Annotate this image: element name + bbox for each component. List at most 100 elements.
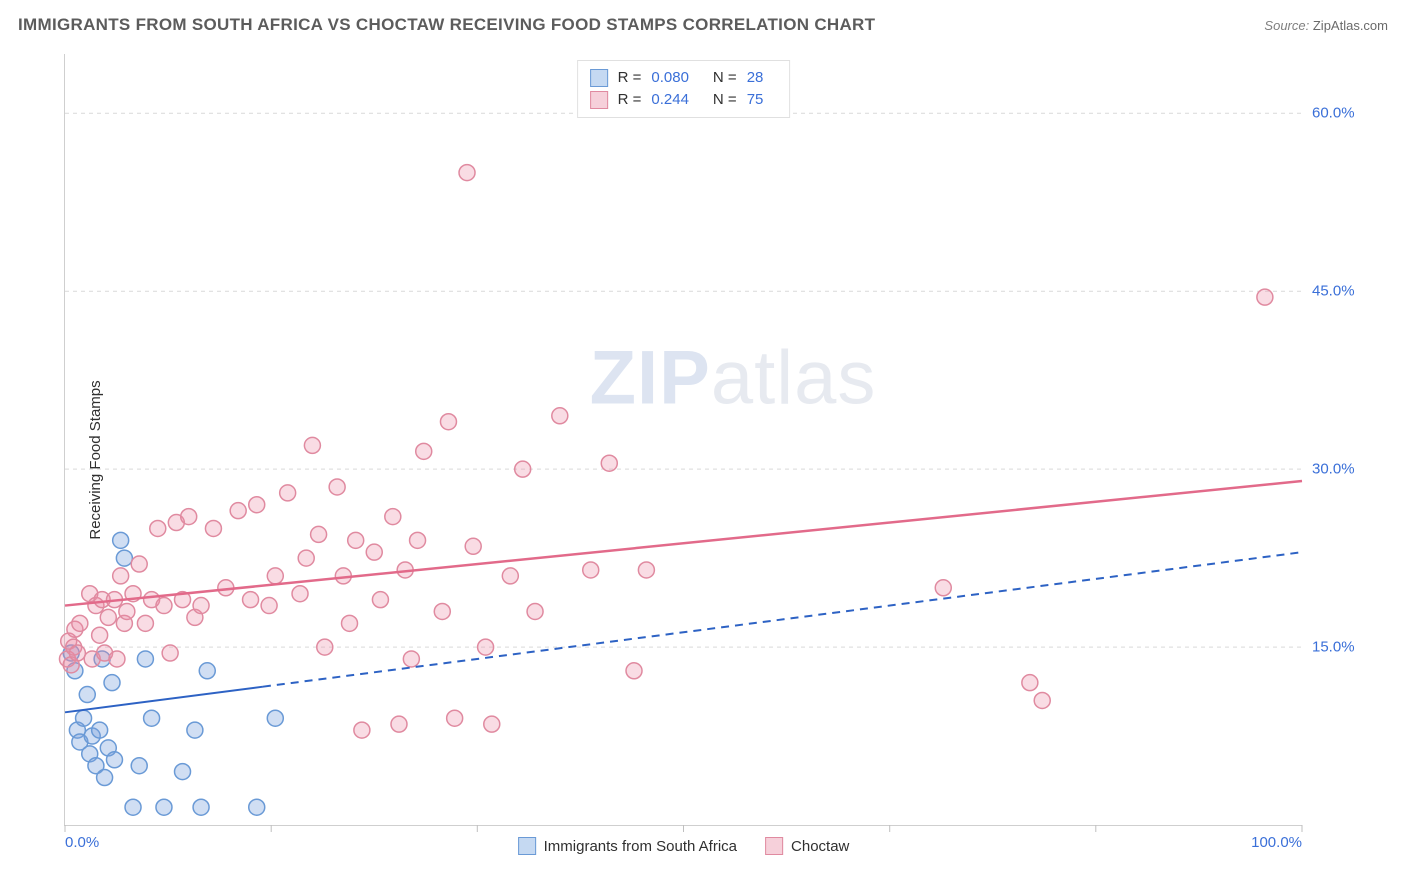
data-point [638,562,654,578]
data-point [156,598,172,614]
source-value: ZipAtlas.com [1313,18,1388,33]
data-point [150,520,166,536]
legend-r-value: 0.080 [651,67,689,89]
data-point [329,479,345,495]
data-point [385,509,401,525]
data-point [156,799,172,815]
series-legend-label: Choctaw [791,838,849,855]
series-legend-item: Immigrants from South Africa [518,837,737,855]
y-tick-label: 60.0% [1312,105,1382,122]
data-point [304,437,320,453]
data-point [79,687,95,703]
data-point [434,603,450,619]
data-point [175,764,191,780]
data-point [1034,692,1050,708]
x-tick-label: 100.0% [1251,834,1302,851]
series-legend-label: Immigrants from South Africa [544,838,737,855]
data-point [317,639,333,655]
y-tick-label: 45.0% [1312,283,1382,300]
data-point [144,710,160,726]
data-point [342,615,358,631]
data-point [459,165,475,181]
data-point [137,615,153,631]
legend-r-label: R = [618,67,642,89]
y-tick-label: 30.0% [1312,461,1382,478]
source-label: Source: [1264,18,1309,33]
data-point [230,503,246,519]
data-point [366,544,382,560]
data-point [199,663,215,679]
data-point [100,609,116,625]
data-point [484,716,500,732]
data-point [249,497,265,513]
data-point [1022,675,1038,691]
data-point [416,443,432,459]
data-point [403,651,419,667]
data-point [391,716,407,732]
legend-n-label: N = [713,89,737,111]
legend-n-value: 28 [747,67,764,89]
data-point [193,598,209,614]
data-point [193,799,209,815]
data-point [527,603,543,619]
data-point [113,532,129,548]
data-point [372,592,388,608]
data-point [292,586,308,602]
y-tick-label: 15.0% [1312,639,1382,656]
data-point [298,550,314,566]
data-point [92,722,108,738]
chart-container: IMMIGRANTS FROM SOUTH AFRICA VS CHOCTAW … [0,0,1406,892]
x-tick-label: 0.0% [65,834,99,851]
data-point [187,722,203,738]
data-point [125,799,141,815]
data-point [267,568,283,584]
data-point [113,568,129,584]
data-point [502,568,518,584]
data-point [465,538,481,554]
data-point [348,532,364,548]
data-point [447,710,463,726]
data-point [478,639,494,655]
chart-title: IMMIGRANTS FROM SOUTH AFRICA VS CHOCTAW … [18,15,875,35]
data-point [410,532,426,548]
chart-svg [65,54,1302,825]
data-point [104,675,120,691]
trend-line-dashed [263,552,1302,687]
series-legend: Immigrants from South Africa Choctaw [518,837,850,855]
data-point [1257,289,1273,305]
data-point [72,615,88,631]
data-point [354,722,370,738]
data-point [626,663,642,679]
data-point [131,556,147,572]
legend-swatch [765,837,783,855]
legend-r-label: R = [618,89,642,111]
data-point [311,526,327,542]
data-point [97,770,113,786]
data-point [249,799,265,815]
legend-n-label: N = [713,67,737,89]
data-point [601,455,617,471]
data-point [243,592,259,608]
data-point [76,710,92,726]
data-point [515,461,531,477]
legend-swatch [590,91,608,109]
data-point [205,520,221,536]
data-point [181,509,197,525]
correlation-legend: R = 0.080 N = 28 R = 0.244 N = 75 [577,60,791,118]
data-point [552,408,568,424]
data-point [261,598,277,614]
legend-swatch [590,69,608,87]
series-legend-item: Choctaw [765,837,849,855]
legend-n-value: 75 [747,89,764,111]
correlation-legend-row: R = 0.244 N = 75 [590,89,778,111]
data-point [280,485,296,501]
data-point [267,710,283,726]
correlation-legend-row: R = 0.080 N = 28 [590,67,778,89]
data-point [119,603,135,619]
legend-r-value: 0.244 [651,89,689,111]
plot-wrapper: Receiving Food Stamps ZIPatlas R =0.080N… [18,46,1388,874]
data-point [440,414,456,430]
legend-swatch [518,837,536,855]
data-point [106,752,122,768]
data-point [131,758,147,774]
